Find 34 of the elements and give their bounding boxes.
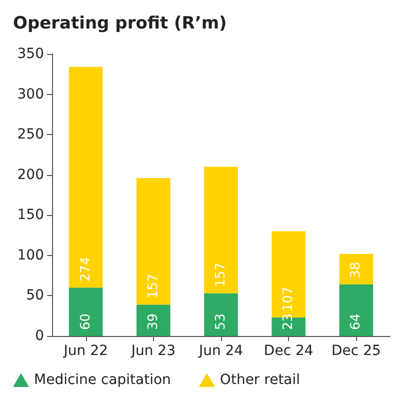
bar [136, 178, 170, 305]
legend-label: Medicine capitation [34, 372, 171, 388]
data-label: 64 [348, 313, 364, 330]
bar [136, 304, 170, 336]
y-tick-label: 350 [17, 46, 44, 62]
x-tick-label: Jun 24 [198, 343, 244, 359]
data-label: 107 [281, 286, 296, 312]
bar [339, 284, 374, 336]
chart-title: Operating profit (R’m) [13, 14, 227, 34]
bar [204, 293, 238, 336]
data-label: 39 [146, 313, 161, 330]
x-tick-label: Jun 22 [62, 343, 108, 359]
y-tick-label: 250 [17, 126, 44, 143]
x-tick-label: Dec 25 [332, 343, 381, 359]
data-label: 60 [78, 313, 94, 330]
y-tick-label: 300 [17, 86, 44, 102]
y-tick-label: 50 [26, 288, 44, 304]
data-label: 157 [146, 274, 161, 299]
bar [204, 166, 238, 294]
bar [68, 288, 103, 336]
data-label: 274 [78, 256, 94, 282]
bar [68, 66, 103, 288]
y-tick-label: 150 [17, 207, 44, 224]
data-label: 157 [214, 262, 228, 288]
data-label: 23 [281, 313, 296, 330]
legend-label: Other retail [220, 372, 300, 388]
x-tick-label: Dec 24 [264, 343, 314, 359]
bar [339, 254, 374, 284]
y-tick-label: 200 [17, 166, 44, 183]
data-label: 38 [348, 262, 364, 278]
x-tick-label: Jun 23 [130, 343, 176, 359]
y-tick-label: 0 [35, 328, 44, 344]
data-label: 53 [214, 313, 228, 330]
y-tick-label: 100 [17, 247, 44, 264]
